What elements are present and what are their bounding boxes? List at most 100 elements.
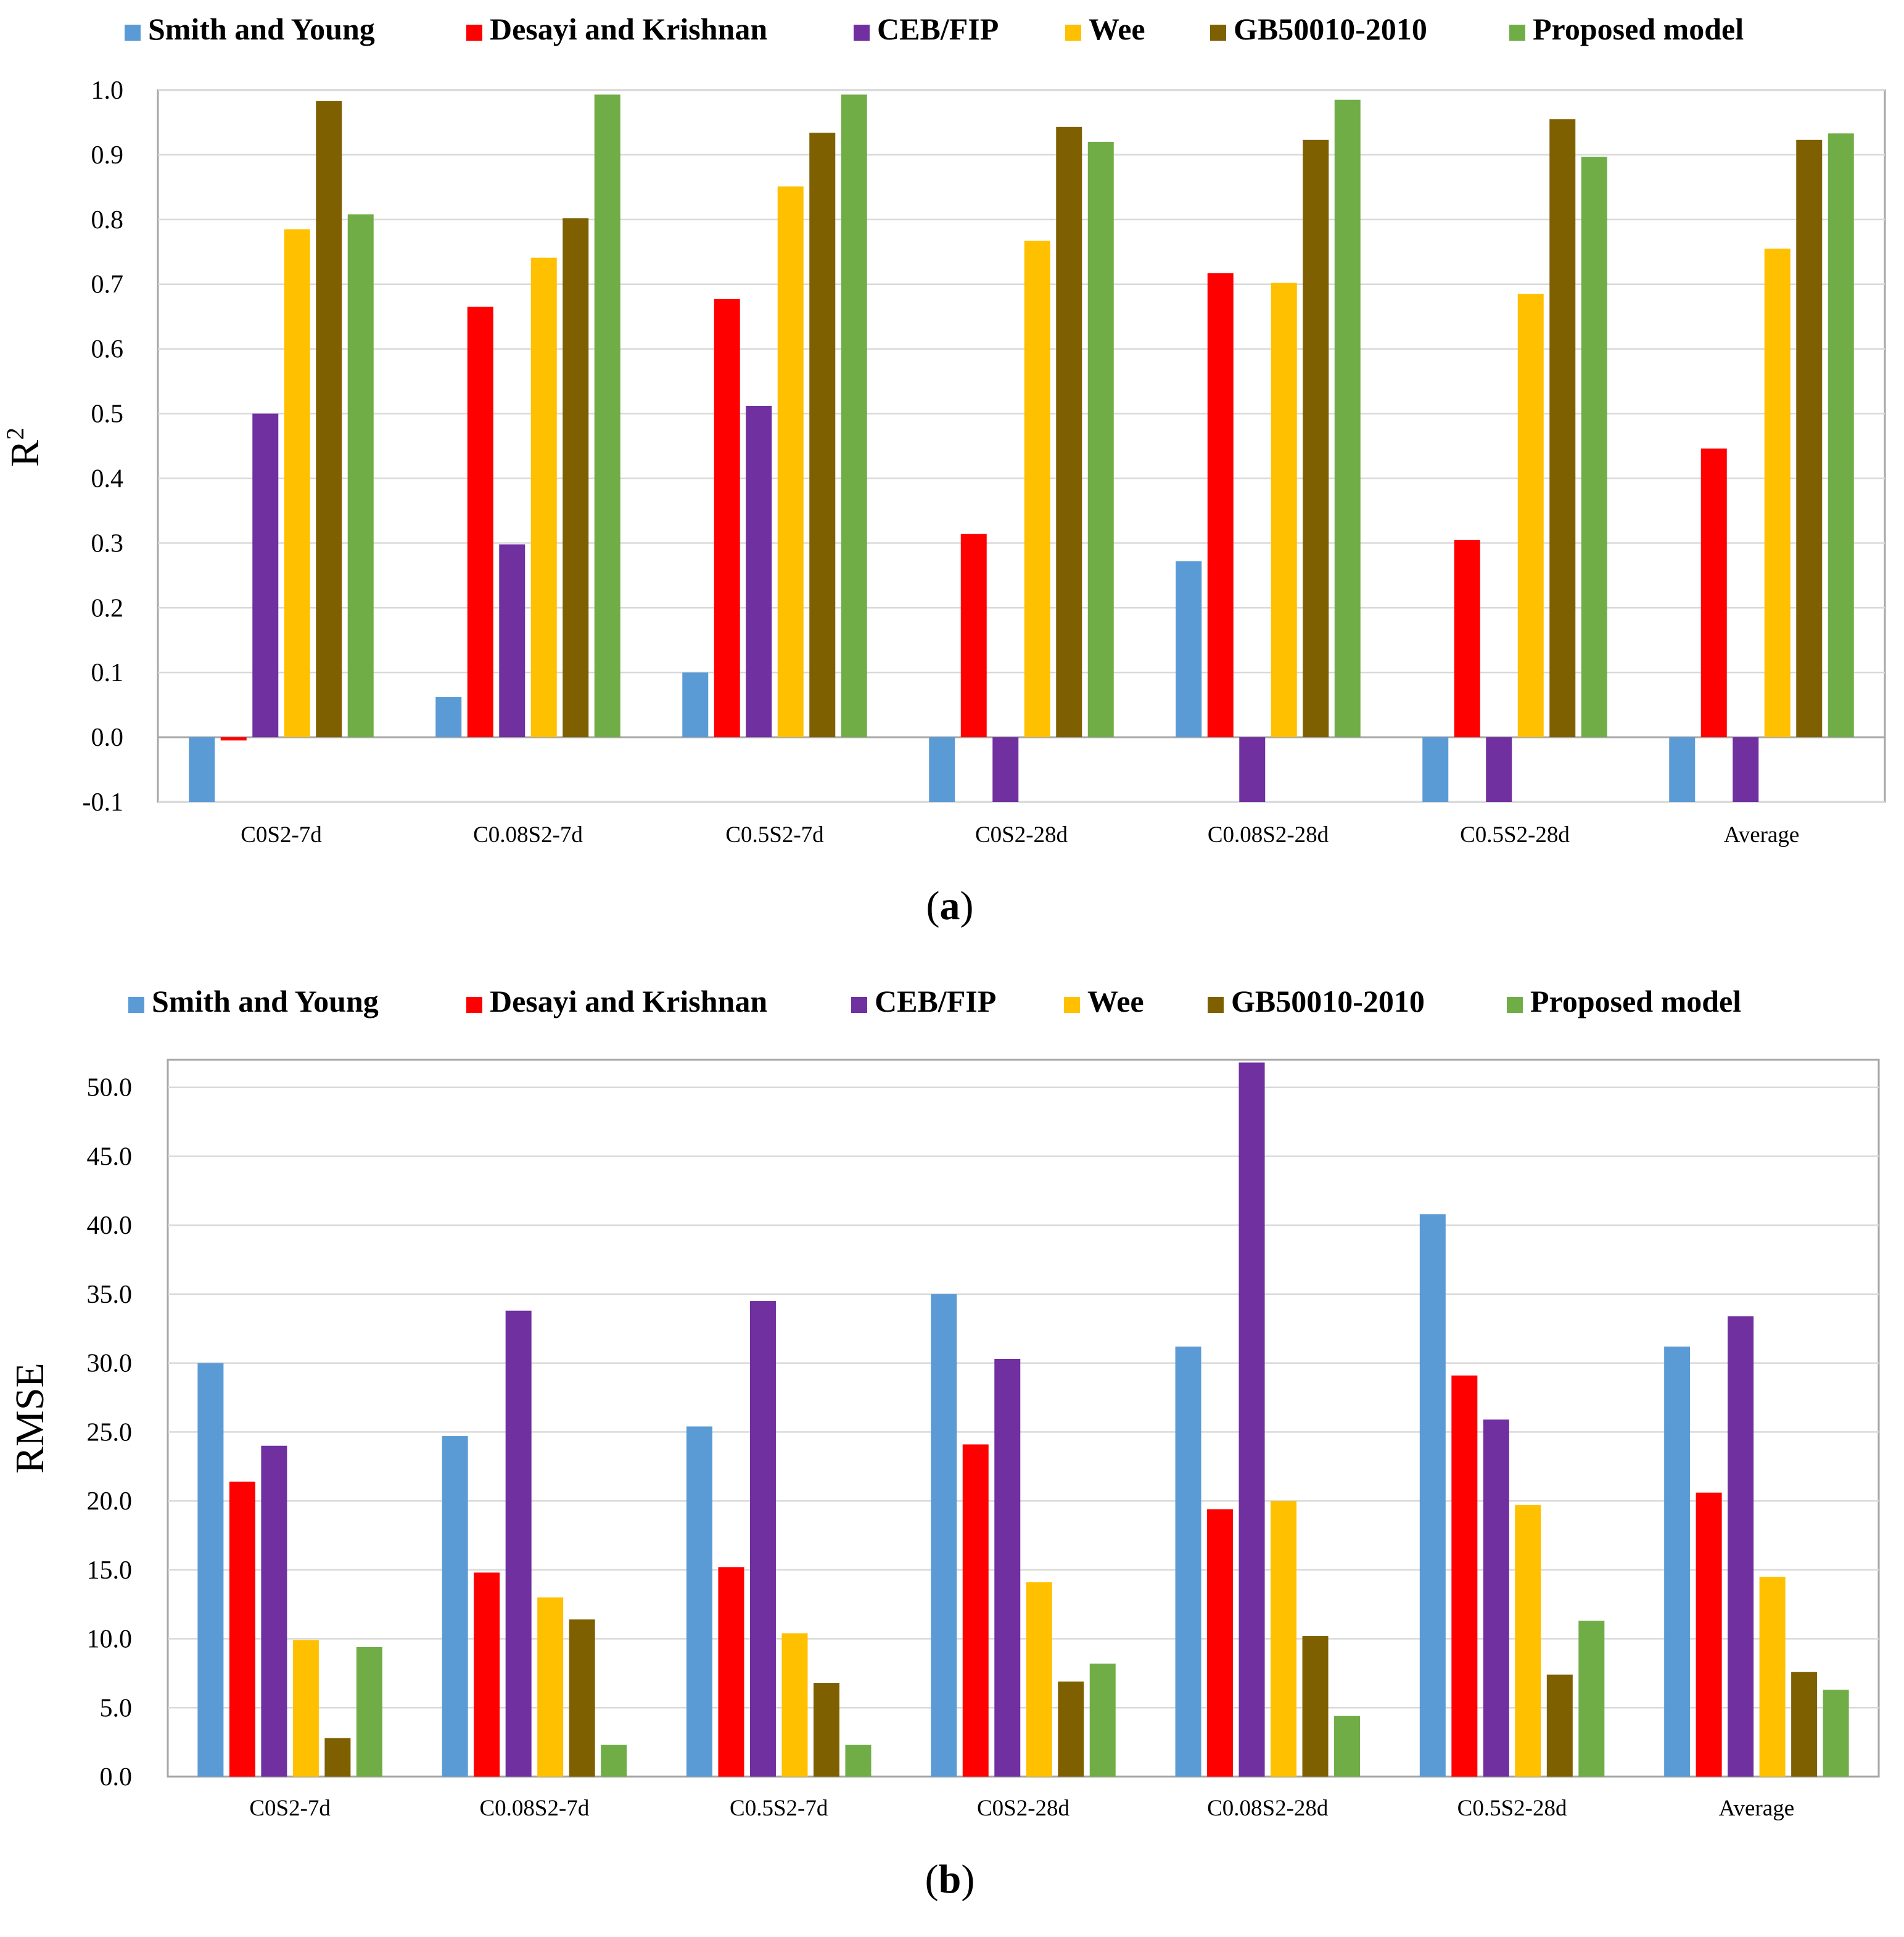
y-tick-label: 35.0 (87, 1281, 133, 1309)
y-tick-label: -0.1 (83, 788, 124, 817)
x-tick-label: Average (1719, 1796, 1795, 1821)
bar-ceb-fip-c0s2-28d (994, 1358, 1021, 1777)
bar-wee-c0s2-28d (1026, 1582, 1052, 1777)
bar-wee-c0-5s2-7d (781, 1633, 808, 1777)
plot-area (157, 89, 1886, 803)
legend-swatch-ceb-fip (851, 997, 867, 1013)
bar-smith-and-young-c0s2-28d (931, 1294, 957, 1777)
x-tick-label: C0.08S2-28d (1208, 822, 1329, 848)
bar-desayi-and-krishnan-c0-5s2-7d (714, 299, 740, 738)
bar-desayi-and-krishnan-c0s2-28d (962, 1444, 989, 1777)
x-tick-label: C0S2-7d (241, 822, 322, 848)
y-tick-label: 20.0 (87, 1487, 133, 1516)
y-axis-label: R2 (1, 427, 47, 467)
bar-smith-and-young-c0-5s2-7d (682, 672, 709, 738)
y-tick-label: 50.0 (87, 1074, 133, 1102)
bar-gb50010-2010-c0-5s2-28d (1546, 1674, 1573, 1777)
y-tick-label: 15.0 (87, 1556, 133, 1585)
bar-wee-c0-5s2-7d (777, 186, 804, 738)
bar-smith-and-young-c0-5s2-7d (686, 1426, 712, 1777)
bar-gb50010-2010-average (1791, 1672, 1818, 1777)
legend-label-ceb-fip: CEB/FIP (877, 12, 999, 46)
bar-ceb-fip-c0-08s2-7d (505, 1310, 532, 1777)
bar-wee-c0s2-28d (1024, 241, 1050, 738)
x-tick-label: C0.08S2-7d (480, 1796, 590, 1821)
bar-smith-and-young-average (1669, 737, 1696, 802)
bar-wee-c0s2-7d (292, 1640, 319, 1777)
legend-swatch-desayi-and-krishnan (466, 25, 482, 41)
legend-swatch-ceb-fip (854, 25, 870, 41)
x-tick-label: Average (1724, 822, 1800, 848)
legend-label-gb50010-2010: GB50010-2010 (1231, 984, 1425, 1018)
bar-gb50010-2010-c0-08s2-28d (1302, 1636, 1329, 1777)
y-tick-label: 0.0 (100, 1763, 133, 1791)
bar-desayi-and-krishnan-c0-08s2-7d (467, 307, 493, 738)
legend-label-gb50010-2010: GB50010-2010 (1234, 12, 1427, 46)
bar-ceb-fip-c0s2-28d (992, 737, 1019, 802)
x-tick-label: C0S2-28d (977, 1796, 1070, 1821)
bar-gb50010-2010-c0s2-7d (324, 1738, 351, 1777)
y-tick-label: 0.6 (91, 336, 124, 364)
bar-gb50010-2010-c0-5s2-28d (1549, 119, 1576, 738)
bar-smith-and-young-average (1664, 1346, 1691, 1777)
chart-panel-b: 0.0 5.0 10.0 15.0 20.0 25.0 30.0 35.0 40.0 45.0 50… (7, 984, 1880, 1902)
panel-label: (a) (926, 883, 974, 928)
bar-desayi-and-krishnan-c0-08s2-28d (1207, 273, 1234, 738)
legend-swatch-gb50010-2010 (1210, 25, 1226, 41)
y-axis-label: RMSE (7, 1363, 52, 1474)
bar-desayi-and-krishnan-c0-08s2-28d (1207, 1509, 1234, 1777)
y-tick-label: 0.7 (91, 271, 124, 299)
x-tick-label: C0S2-28d (975, 822, 1068, 848)
bar-smith-and-young-c0-08s2-7d (442, 1436, 468, 1777)
bar-proposed-model-c0-5s2-28d (1581, 157, 1607, 738)
y-tick-label: 0.2 (91, 594, 124, 622)
bar-gb50010-2010-c0s2-7d (316, 101, 342, 738)
bar-proposed-model-c0-08s2-7d (601, 1745, 627, 1777)
bar-wee-c0s2-7d (284, 229, 310, 738)
legend-label-ceb-fip: CEB/FIP (875, 984, 996, 1018)
bar-desayi-and-krishnan-average (1696, 1492, 1722, 1777)
y-tick-label: 0.1 (91, 659, 124, 687)
legend-swatch-gb50010-2010 (1208, 997, 1224, 1013)
y-tick-label: 0.3 (91, 529, 124, 558)
bar-desayi-and-krishnan-c0-08s2-7d (474, 1572, 500, 1777)
bar-desayi-and-krishnan-c0-5s2-7d (718, 1567, 744, 1777)
legend-label-proposed-model: Proposed model (1533, 12, 1744, 46)
x-tick-label: C0.5S2-7d (725, 822, 824, 848)
bar-proposed-model-c0s2-7d (356, 1646, 382, 1777)
bar-desayi-and-krishnan-c0s2-7d (220, 737, 247, 741)
legend-label-desayi-and-krishnan: Desayi and Krishnan (490, 12, 767, 46)
bar-proposed-model-c0-5s2-7d (845, 1745, 872, 1777)
bar-ceb-fip-c0-5s2-7d (746, 405, 772, 738)
bar-wee-c0-08s2-28d (1271, 1501, 1297, 1777)
legend-swatch-proposed-model (1509, 25, 1525, 41)
bar-smith-and-young-c0s2-28d (929, 737, 955, 802)
y-axis-label-superscript: 2 (1, 427, 29, 440)
bar-proposed-model-average (1823, 1690, 1849, 1777)
bar-wee-c0-08s2-7d (530, 257, 557, 738)
bar-proposed-model-c0-08s2-7d (594, 94, 620, 738)
plot-area (167, 1059, 1880, 1778)
bar-ceb-fip-c0-08s2-28d (1239, 737, 1266, 802)
legend-swatch-smith-and-young (125, 25, 141, 41)
bar-proposed-model-c0s2-28d (1087, 141, 1114, 738)
x-tick-label: C0S2-7d (249, 1796, 331, 1821)
bar-gb50010-2010-c0s2-28d (1058, 1681, 1084, 1777)
bar-desayi-and-krishnan-c0s2-7d (229, 1481, 255, 1777)
bar-wee-c0-5s2-28d (1515, 1505, 1541, 1777)
panel-label: (b) (925, 1857, 975, 1902)
legend-label-wee: Wee (1087, 984, 1144, 1018)
legend-label-desayi-and-krishnan: Desayi and Krishnan (490, 984, 767, 1018)
bar-smith-and-young-c0-5s2-28d (1419, 1214, 1446, 1777)
x-tick-label: C0.08S2-7d (473, 822, 583, 848)
legend-swatch-smith-and-young (128, 997, 144, 1013)
y-tick-label: 10.0 (87, 1625, 133, 1654)
legend-label-proposed-model: Proposed model (1530, 984, 1741, 1018)
bar-desayi-and-krishnan-c0-5s2-28d (1454, 540, 1480, 738)
bar-desayi-and-krishnan-average (1700, 448, 1727, 738)
legend-label-wee: Wee (1089, 12, 1145, 46)
bar-wee-c0-08s2-7d (537, 1597, 564, 1777)
bar-ceb-fip-average (1733, 737, 1759, 802)
bar-proposed-model-c0s2-28d (1089, 1663, 1116, 1777)
